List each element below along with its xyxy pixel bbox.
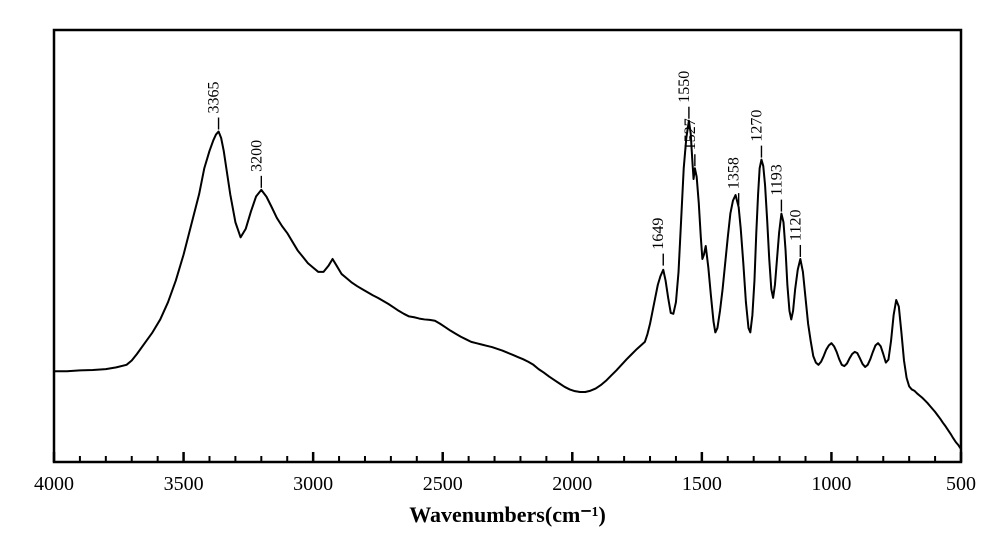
- chart-svg: 4000 3500 3000 2500 2000 1500 1000 500 Wavenumbe…: [0, 0, 1000, 543]
- peak-label: 1649: [650, 218, 667, 250]
- spectrum-chart: 4000 3500 3000 2500 2000 1500 1000 500 Wavenumbe…: [0, 0, 1000, 543]
- plot-border: [54, 30, 961, 462]
- peak-label: 1527: [682, 118, 699, 150]
- x-tick-label: 1000: [811, 473, 851, 495]
- x-tick-label: 4000: [34, 473, 74, 495]
- x-tick-label: 3500: [164, 473, 204, 495]
- x-tick-label: 3000: [293, 473, 333, 495]
- peak-label: 1358: [726, 157, 743, 189]
- x-axis-label: Wavenumbers(cm⁻¹): [409, 502, 606, 527]
- peak-label: 3365: [206, 82, 223, 114]
- x-tick-label: 2500: [423, 473, 463, 495]
- peak-label: 3200: [248, 140, 265, 172]
- peak-label: 1550: [676, 71, 693, 103]
- x-tick-label: 2000: [552, 473, 592, 495]
- x-tick-label: 1500: [682, 473, 722, 495]
- peak-label: 1120: [787, 210, 804, 241]
- peak-label: 1193: [768, 164, 785, 195]
- peak-label: 1270: [748, 110, 765, 142]
- x-tick-label: 500: [946, 473, 976, 495]
